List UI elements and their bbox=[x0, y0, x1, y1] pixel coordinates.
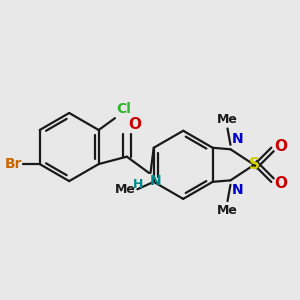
Text: H: H bbox=[133, 178, 144, 191]
Text: N: N bbox=[150, 174, 161, 188]
Text: N: N bbox=[231, 132, 243, 146]
Text: Me: Me bbox=[217, 112, 238, 126]
Text: O: O bbox=[274, 176, 287, 191]
Text: Me: Me bbox=[217, 204, 238, 217]
Text: N: N bbox=[231, 183, 243, 197]
Text: Cl: Cl bbox=[116, 102, 131, 116]
Text: Me: Me bbox=[115, 183, 136, 196]
Text: Br: Br bbox=[4, 157, 22, 171]
Text: O: O bbox=[128, 117, 141, 132]
Text: S: S bbox=[249, 157, 260, 172]
Text: O: O bbox=[274, 139, 287, 154]
